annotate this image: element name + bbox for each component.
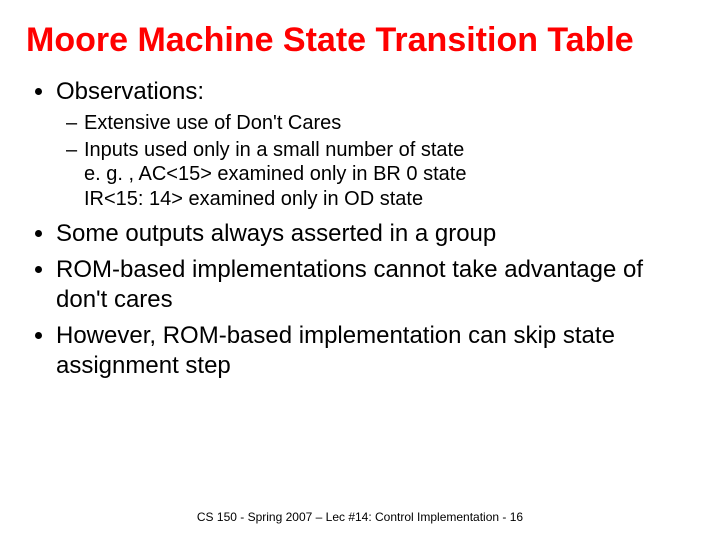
slide-title: Moore Machine State Transition Table [26,22,694,59]
slide-footer: CS 150 - Spring 2007 – Lec #14: Control … [0,510,720,524]
sub-bullet-text: Inputs used only in a small number of st… [84,139,464,161]
sub-bullet-text: Extensive use of Don't Cares [84,112,341,134]
bullet-observations: Observations: Extensive use of Don't Car… [56,77,694,211]
sub-bullet-list: Extensive use of Don't Cares Inputs used… [56,111,694,211]
sub-bullet-line: e. g. , AC<15> examined only in BR 0 sta… [84,162,694,186]
sub-bullet-dontcares: Extensive use of Don't Cares [84,111,694,135]
bullet-text: However, ROM-based implementation can sk… [56,322,615,379]
bullet-rom-advantage: However, ROM-based implementation can sk… [56,321,694,381]
bullet-text: Observations: [56,78,204,105]
sub-bullet-line: IR<15: 14> examined only in OD state [84,187,694,211]
bullet-group-outputs: Some outputs always asserted in a group [56,219,694,249]
slide: Moore Machine State Transition Table Obs… [0,0,720,540]
sub-bullet-inputs: Inputs used only in a small number of st… [84,138,694,211]
bullet-list: Observations: Extensive use of Don't Car… [26,77,694,381]
bullet-rom-disadvantage: ROM-based implementations cannot take ad… [56,255,694,315]
bullet-text: Some outputs always asserted in a group [56,220,496,247]
bullet-text: ROM-based implementations cannot take ad… [56,256,643,313]
